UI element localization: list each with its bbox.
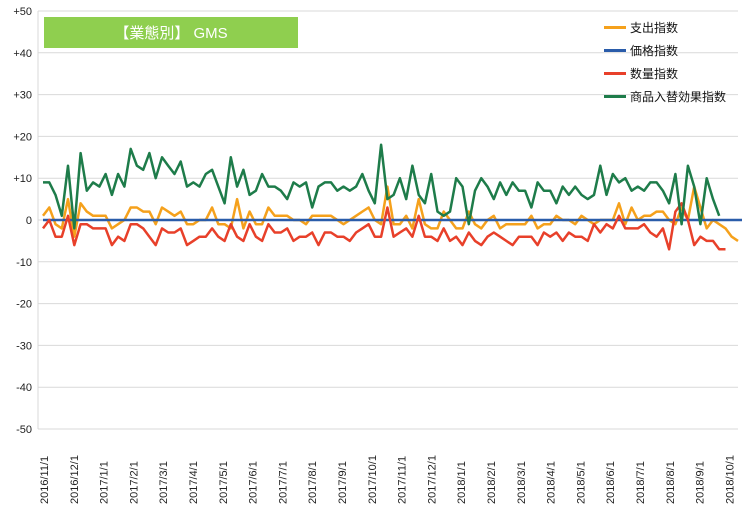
y-tick-label: -50 (16, 424, 32, 436)
y-tick-label: +40 (13, 48, 32, 60)
legend-item: 支出指数 (604, 16, 726, 39)
legend-item: 価格指数 (604, 39, 726, 62)
x-tick-label: 2017/1/1 (99, 461, 111, 504)
x-tick-label: 2018/10/1 (724, 455, 736, 504)
legend-item: 数量指数 (604, 62, 726, 85)
legend-label: 商品入替効果指数 (630, 90, 727, 104)
y-tick-label: +50 (13, 6, 32, 18)
legend-swatch (604, 72, 626, 75)
legend-swatch (604, 49, 626, 52)
legend-label: 数量指数 (630, 67, 679, 81)
x-tick-label: 2018/1/1 (456, 461, 468, 504)
x-tick-label: 2017/4/1 (188, 461, 200, 504)
x-tick-label: 2017/8/1 (307, 461, 319, 504)
series-line-4 (43, 143, 721, 230)
x-tick-label: 2016/11/1 (39, 456, 51, 504)
x-tick-label: 2017/11/1 (397, 456, 409, 504)
y-tick-label: +30 (13, 90, 32, 102)
x-tick-label: 2016/12/1 (69, 455, 81, 504)
x-tick-label: 2018/8/1 (665, 461, 677, 504)
y-tick-label: -40 (16, 382, 32, 394)
y-tick-label: +20 (13, 131, 32, 143)
y-tick-label: -20 (16, 299, 32, 311)
x-tick-label: 2017/3/1 (158, 461, 170, 504)
x-tick-label: 2017/2/1 (128, 461, 140, 504)
chart-title: 【業態別】 GMS (44, 17, 298, 48)
series-line-1 (42, 185, 739, 242)
y-tick-label: -10 (16, 257, 32, 269)
x-tick-label: 2018/3/1 (516, 461, 528, 504)
y-tick-label: 0 (26, 215, 32, 227)
series-lines (42, 143, 742, 251)
legend-label: 支出指数 (630, 21, 679, 35)
series-line-3 (42, 202, 726, 251)
x-tick-label: 2018/4/1 (546, 461, 558, 504)
x-tick-label: 2017/9/1 (337, 461, 349, 504)
x-tick-label: 2017/10/1 (367, 455, 379, 504)
x-tick-label: 2018/9/1 (695, 461, 707, 504)
x-tick-label: 2018/7/1 (635, 461, 647, 504)
x-tick-label: 2018/5/1 (575, 461, 587, 504)
x-axis: 2016/11/1 2016/12/1 2017/1/1 2017/2/1 2017/3… (39, 455, 736, 504)
legend-item: 商品入替効果指数 (604, 85, 726, 108)
x-tick-label: 2018/2/1 (486, 461, 498, 504)
x-tick-label: 2018/6/1 (605, 461, 617, 504)
x-tick-label: 2017/12/1 (426, 455, 438, 504)
x-tick-label: 2017/5/1 (218, 461, 230, 504)
legend-label: 価格指数 (630, 44, 679, 58)
legend-swatch (604, 95, 626, 98)
y-tick-label: -30 (16, 340, 32, 352)
x-tick-label: 2017/6/1 (248, 461, 260, 504)
legend-swatch (604, 26, 626, 29)
x-tick-label: 2017/7/1 (277, 461, 289, 504)
y-axis: +50 +40 +30 +20 +10 0 -10 -20 -30 -40 -50 (13, 6, 32, 436)
y-tick-label: +10 (13, 173, 32, 185)
legend: 支出指数 価格指数 数量指数 商品入替効果指数 (604, 16, 726, 108)
